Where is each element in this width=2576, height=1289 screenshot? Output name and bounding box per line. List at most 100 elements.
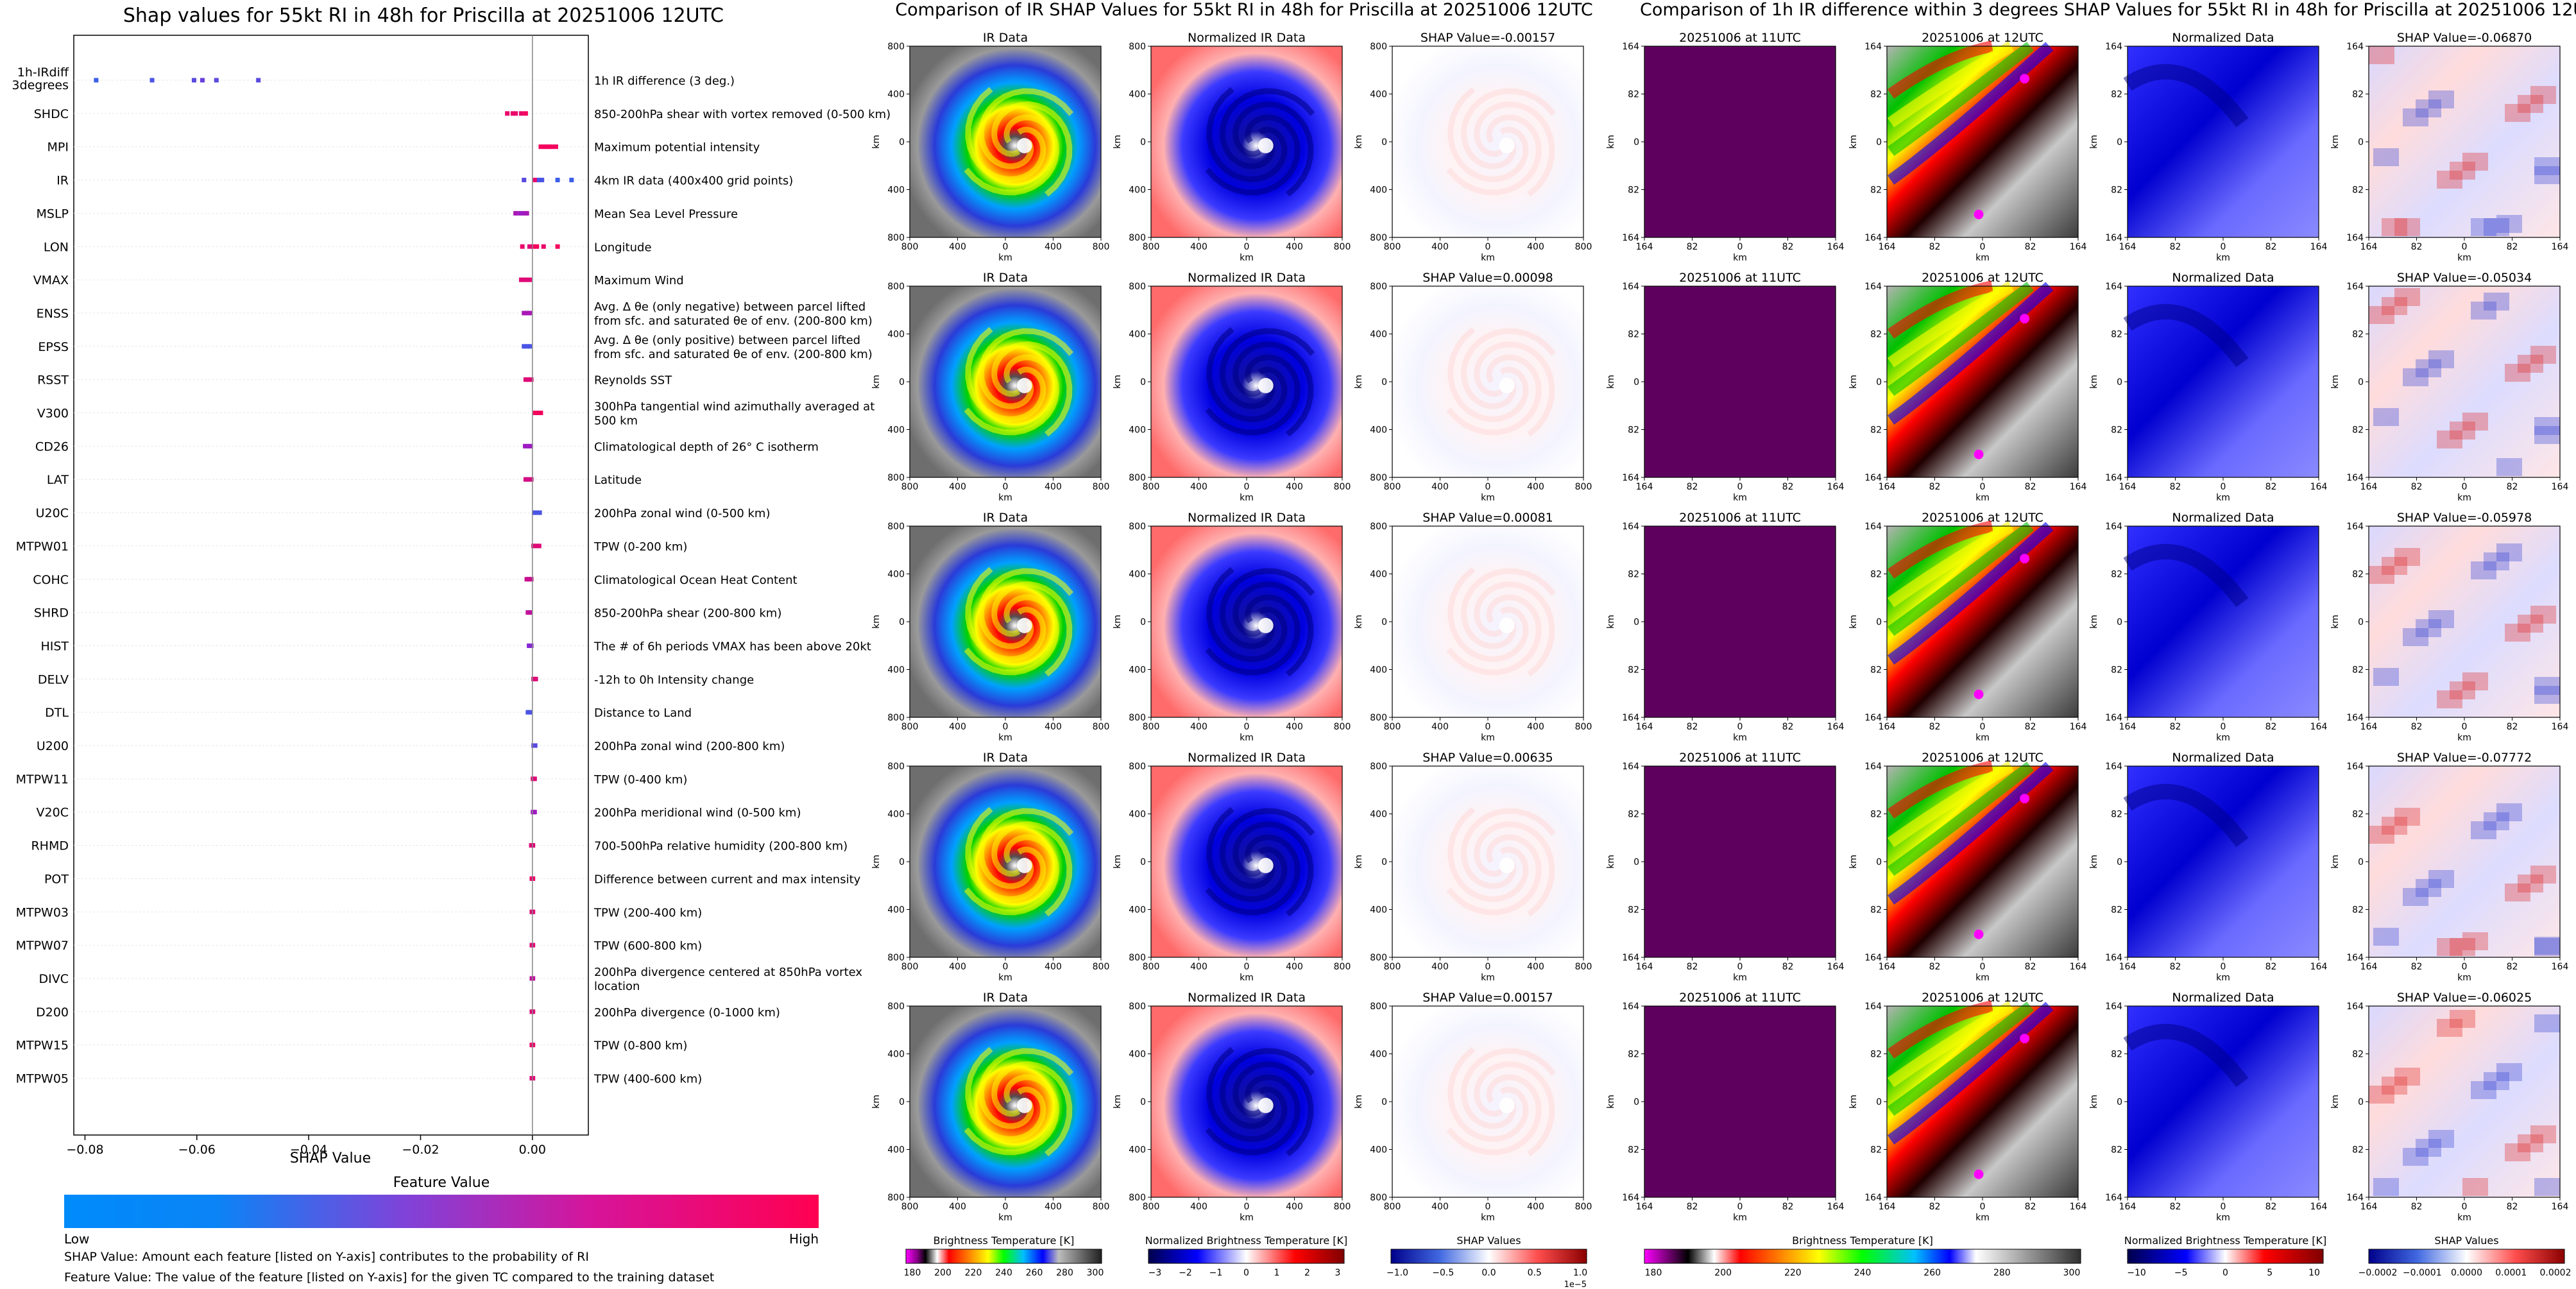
panel-title: 20251006 at 11UTC (1679, 31, 1801, 45)
panel-title: Normalized IR Data (1188, 991, 1306, 1005)
dark-band (2123, 1023, 2249, 1088)
y-tick-label: 82 (2111, 185, 2122, 196)
y-tick-label: 0 (1381, 377, 1387, 388)
panel-title: Normalized Data (2172, 751, 2274, 765)
y-tick-label: 800 (887, 1002, 905, 1012)
shap-point (256, 78, 261, 83)
feature-description: 300hPa tangential wind azimuthally avera… (594, 400, 874, 428)
storm-band (1474, 821, 1555, 917)
x-tick-label: 164 (1636, 242, 1653, 252)
feature-name: V300 (37, 407, 69, 421)
x-tick-label: 800 (1093, 722, 1110, 732)
cold-spot (1974, 689, 1984, 699)
x-tick-label: 400 (1431, 482, 1449, 492)
y-tick-label: 164 (2346, 1193, 2364, 1203)
feature-description: TPW (0-800 km) (593, 1039, 687, 1053)
colorbar-label: SHAP Values (1456, 1234, 1521, 1247)
y-tick-label: 164 (2346, 1002, 2364, 1012)
shap-patch (2534, 677, 2560, 695)
shap-point (522, 210, 527, 216)
storm-band (965, 567, 1046, 662)
storm-eye (1258, 378, 1274, 393)
y-tick-label: 164 (1622, 713, 1639, 723)
storm-band (1446, 594, 1542, 676)
feature-row: MTPW11 TPW (0-400 km) (16, 773, 688, 787)
feature-name: MTPW03 (16, 905, 69, 919)
storm-eye (1499, 618, 1515, 633)
colorbar (2127, 1249, 2324, 1264)
y-tick-label: 0 (1633, 137, 1639, 148)
x-tick-label: 800 (1334, 242, 1351, 252)
storm-band (1206, 1046, 1288, 1142)
shap-patch (2534, 938, 2560, 956)
irdiff-colorbars: Brightness Temperature [K] 180 200 220 240 26… (1644, 1234, 2572, 1278)
storm-band (1447, 87, 1529, 182)
panel-image (1151, 46, 1342, 237)
feature-value-high: High (789, 1231, 819, 1247)
colorbar-tick-label: 240 (1854, 1268, 1872, 1278)
storm-band (1447, 1046, 1529, 1142)
y-axis-label: km (2089, 615, 2099, 629)
feature-row: COHC Climatological Ocean Heat Content (33, 573, 797, 587)
cloud-band (1887, 1002, 2054, 1145)
shap-point (522, 178, 527, 183)
feature-description: Maximum potential intensity (594, 141, 760, 155)
storm-band (1219, 88, 1315, 169)
storm-band (1460, 88, 1557, 169)
y-tick-label: 82 (1870, 665, 1882, 676)
y-tick-label: 800 (1129, 522, 1146, 532)
colorbar-tick-label: 280 (1056, 1268, 1073, 1278)
shap-patch (2518, 95, 2543, 113)
x-tick-label: 800 (1384, 722, 1401, 732)
shap-patch (2450, 681, 2475, 699)
panel-title: IR Data (983, 271, 1028, 285)
colorbar-tick-label: 5 (2267, 1268, 2273, 1278)
x-tick-label: 400 (949, 962, 966, 972)
colorbar-tick-label: 0.5 (1528, 1268, 1542, 1278)
x-tick-label: 82 (2170, 482, 2181, 492)
storm-eye (1499, 138, 1515, 153)
y-tick-label: 82 (2352, 665, 2364, 676)
y-tick-label: 800 (1370, 282, 1387, 292)
x-tick-label: 0 (1485, 1202, 1491, 1212)
x-tick-label: 800 (1575, 482, 1592, 492)
y-axis-label: km (871, 855, 882, 869)
colorbar-tick-label: 300 (2063, 1268, 2081, 1278)
shap-point (531, 843, 536, 848)
panel-image (1151, 1006, 1342, 1197)
x-tick-label: 82 (2411, 242, 2423, 252)
y-axis-label: km (1606, 615, 1616, 629)
x-axis-label: km (1733, 1213, 1747, 1223)
x-tick-label: 0 (1244, 1202, 1250, 1212)
y-tick-label: 0 (2117, 617, 2122, 627)
panel-title: SHAP Value=-0.05978 (2397, 511, 2532, 525)
x-tick-label: 164 (2360, 962, 2378, 972)
shap-patch (2471, 218, 2496, 236)
y-tick-label: 400 (887, 1050, 905, 1060)
feature-row: MTPW07 TPW (600-800 km) (16, 939, 703, 953)
storm-band (1460, 328, 1557, 409)
y-tick-label: 164 (1622, 42, 1639, 52)
shap-patch (2428, 1130, 2454, 1148)
shap-point (533, 411, 538, 415)
x-tick-label: 800 (1334, 722, 1351, 732)
x-tick-label: 400 (949, 1202, 966, 1212)
x-tick-label: 82 (1782, 482, 1794, 492)
y-tick-label: 800 (1370, 762, 1387, 772)
feature-row: V300 300hPa tangential wind azimuthally a… (37, 400, 875, 428)
shap-patch (2534, 417, 2560, 435)
x-tick-label: 0 (2462, 1202, 2468, 1212)
shap-patch (2369, 826, 2394, 844)
x-tick-label: 0 (1003, 482, 1009, 492)
x-tick-label: 0 (1244, 242, 1250, 252)
x-tick-label: 800 (1575, 1202, 1592, 1212)
y-tick-label: 800 (887, 42, 905, 52)
x-tick-label: 164 (1879, 482, 1896, 492)
y-tick-label: 0 (2358, 137, 2364, 148)
feature-value-colorbar (64, 1195, 819, 1228)
feature-row: U20C 200hPa zonal wind (0-500 km) (36, 506, 771, 520)
x-tick-label: 0 (1737, 962, 1743, 972)
storm-band (1205, 354, 1301, 436)
